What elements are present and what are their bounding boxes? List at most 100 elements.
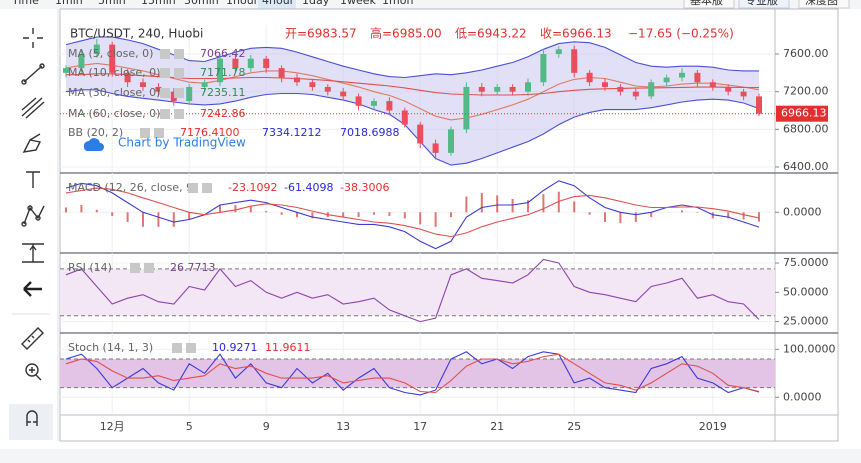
pane: 0.0000 100.0000 Stoch (14, 1, 3) 10.9271 11.… — [60, 333, 836, 414]
legend-control[interactable] — [174, 49, 184, 59]
mode-button-bg — [798, 0, 850, 9]
candle-body — [109, 44, 116, 73]
measure-tool[interactable] — [22, 243, 44, 263]
interval-button[interactable]: 1hour — [226, 0, 259, 7]
legend-value: 7242.86 — [200, 107, 246, 120]
interval-button[interactable]: 1week — [340, 0, 377, 7]
drawing-tools — [9, 28, 53, 440]
interval-button[interactable]: 4hour — [262, 0, 295, 7]
legend-control[interactable] — [160, 109, 170, 119]
legend-control[interactable] — [140, 128, 150, 138]
mode-button[interactable]: 基本版 — [690, 0, 723, 7]
candle-body — [617, 86, 624, 92]
ruler-tool[interactable] — [21, 327, 44, 350]
legend-control[interactable] — [188, 183, 198, 193]
legend-name: Stoch (14, 1, 3) — [68, 341, 153, 354]
macd-histogram-bar — [234, 205, 237, 213]
macd-histogram-bar — [542, 194, 545, 213]
legend-control[interactable] — [172, 343, 182, 353]
candle-body — [448, 129, 454, 153]
macd-histogram-bar — [280, 212, 283, 215]
candle-body — [478, 86, 485, 92]
overlay-layer: Chart by TradingView — [83, 136, 246, 151]
back-button[interactable] — [23, 281, 42, 297]
bb-basis — [65, 62, 760, 121]
candle-body — [186, 86, 193, 102]
candle-body — [632, 91, 639, 97]
macd-histogram-bar — [450, 212, 452, 218]
interval-button[interactable]: 30min — [184, 0, 219, 7]
legend-control[interactable] — [202, 183, 212, 193]
candle-body — [232, 58, 239, 69]
candle-body — [694, 72, 701, 83]
legend-value: 11.9611 — [265, 341, 311, 354]
candle-body — [602, 82, 608, 87]
attribution[interactable]: Chart by TradingView — [118, 136, 246, 150]
legend-value: 7176.4100 — [180, 126, 240, 139]
candle-body — [463, 86, 470, 130]
candle-body — [247, 58, 254, 69]
legend-control[interactable] — [186, 343, 196, 353]
indicator-line — [65, 351, 760, 396]
mode-button[interactable]: 专业版 — [745, 0, 778, 7]
left-toolbar — [0, 9, 58, 449]
legend-name: MA (60, close, 0) — [68, 107, 160, 120]
macd-histogram-bar — [95, 209, 98, 213]
top-toolbar — [0, 0, 861, 9]
magnet-tool[interactable] — [9, 404, 53, 440]
zoom-tool[interactable] — [25, 363, 42, 381]
macd-histogram-bar — [111, 212, 114, 216]
interval-button[interactable]: Time — [11, 0, 39, 7]
y-tick-label: 6800.00 — [783, 122, 829, 135]
macd-histogram-bar — [619, 212, 622, 224]
y-tick-label: 0.0000 — [783, 205, 822, 218]
interval-button[interactable]: 1mon — [382, 0, 413, 7]
macd-histogram-bar — [634, 212, 637, 222]
legend-control[interactable] — [174, 109, 184, 119]
candle-body — [386, 101, 393, 111]
y-tick-label: 0.0000 — [783, 390, 822, 403]
legend-name: MA (5, close, 0) — [68, 47, 153, 60]
legend-control[interactable] — [160, 49, 170, 59]
crosshair-tool[interactable] — [23, 28, 43, 48]
mode-button[interactable]: 深度图 — [805, 0, 838, 7]
tradingview-logo — [83, 138, 104, 151]
macd-histogram-bar — [403, 212, 406, 219]
legend-control[interactable] — [174, 88, 184, 98]
indicator-line — [65, 353, 760, 394]
macd-histogram-bar — [727, 212, 730, 219]
legend-control[interactable] — [160, 88, 170, 98]
interval-button[interactable]: 1min — [55, 0, 83, 7]
legend-control[interactable] — [130, 263, 140, 273]
macd-histogram-bar — [465, 196, 468, 213]
legend-control[interactable] — [174, 68, 184, 78]
legend-control[interactable] — [160, 68, 170, 78]
legend-control[interactable] — [154, 128, 164, 138]
text-tool[interactable] — [26, 171, 40, 188]
candle-body — [93, 44, 100, 54]
macd-histogram-bar — [342, 212, 345, 218]
candle-body — [679, 72, 685, 78]
chart-frame — [59, 8, 839, 442]
legend-control[interactable] — [144, 263, 154, 273]
line-tool[interactable] — [21, 63, 45, 85]
legend-value: 7066.42 — [200, 47, 246, 60]
macd-histogram-bar — [527, 200, 529, 213]
macd-histogram-bar — [681, 210, 683, 213]
macd-histogram-bar — [434, 212, 437, 227]
candle-body — [663, 77, 670, 83]
macd-histogram-bar — [388, 212, 391, 216]
interval-button[interactable]: 1day — [302, 0, 330, 7]
x-tick-label: 17 — [413, 420, 427, 433]
pattern-tool[interactable] — [21, 205, 45, 227]
plot-area: 6400.00 6800.00 7200.00 7600.00 6966.13 BTC/U… — [60, 25, 836, 433]
interval-button[interactable]: 15min — [141, 0, 176, 7]
legend-name: RSI (14) — [68, 261, 112, 274]
y-tick-label: 100.0000 — [783, 342, 836, 355]
candle-body — [355, 96, 362, 106]
candle-body — [586, 72, 593, 83]
brush-tool[interactable] — [22, 133, 42, 153]
interval-button[interactable]: 5min — [98, 0, 126, 7]
fib-tool[interactable] — [21, 97, 45, 119]
active-interval — [258, 0, 296, 9]
